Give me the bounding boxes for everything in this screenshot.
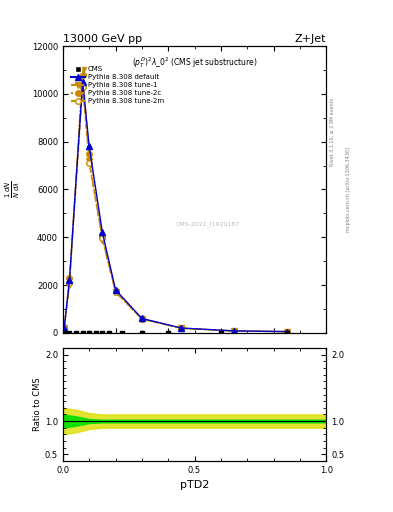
Text: Z+Jet: Z+Jet (295, 33, 326, 44)
Point (139, 329, 145, 337)
Text: 13000 GeV pp: 13000 GeV pp (63, 33, 142, 44)
Point (218, 329, 224, 337)
Text: mcplots.cern.ch [arXiv:1306.3436]: mcplots.cern.ch [arXiv:1306.3436] (346, 147, 351, 232)
Text: $\frac{1}{N}\frac{dN}{d\lambda}$: $\frac{1}{N}\frac{dN}{d\lambda}$ (4, 181, 22, 198)
Legend: CMS, Pythia 8.308 default, Pythia 8.308 tune-1, Pythia 8.308 tune-2c, Pythia 8.3: CMS, Pythia 8.308 default, Pythia 8.308 … (69, 64, 166, 106)
Point (61, 329, 67, 337)
Point (66, 329, 73, 337)
Text: $(p_T^D)^2\lambda\_0^2$ (CMS jet substructure): $(p_T^D)^2\lambda\_0^2$ (CMS jet substru… (132, 55, 257, 70)
X-axis label: pTD2: pTD2 (180, 480, 209, 490)
Point (165, 329, 171, 337)
Y-axis label: Ratio to CMS: Ratio to CMS (33, 378, 42, 431)
Point (73, 329, 79, 337)
Point (284, 329, 290, 337)
Point (79, 329, 86, 337)
Point (99, 329, 106, 337)
Text: Rivet 3.1.10, ≥ 2.9M events: Rivet 3.1.10, ≥ 2.9M events (330, 98, 335, 166)
Point (119, 329, 125, 337)
Point (106, 329, 112, 337)
Point (93, 329, 99, 337)
Text: CMS-2021_I1920187: CMS-2021_I1920187 (176, 221, 240, 227)
Point (86, 329, 92, 337)
